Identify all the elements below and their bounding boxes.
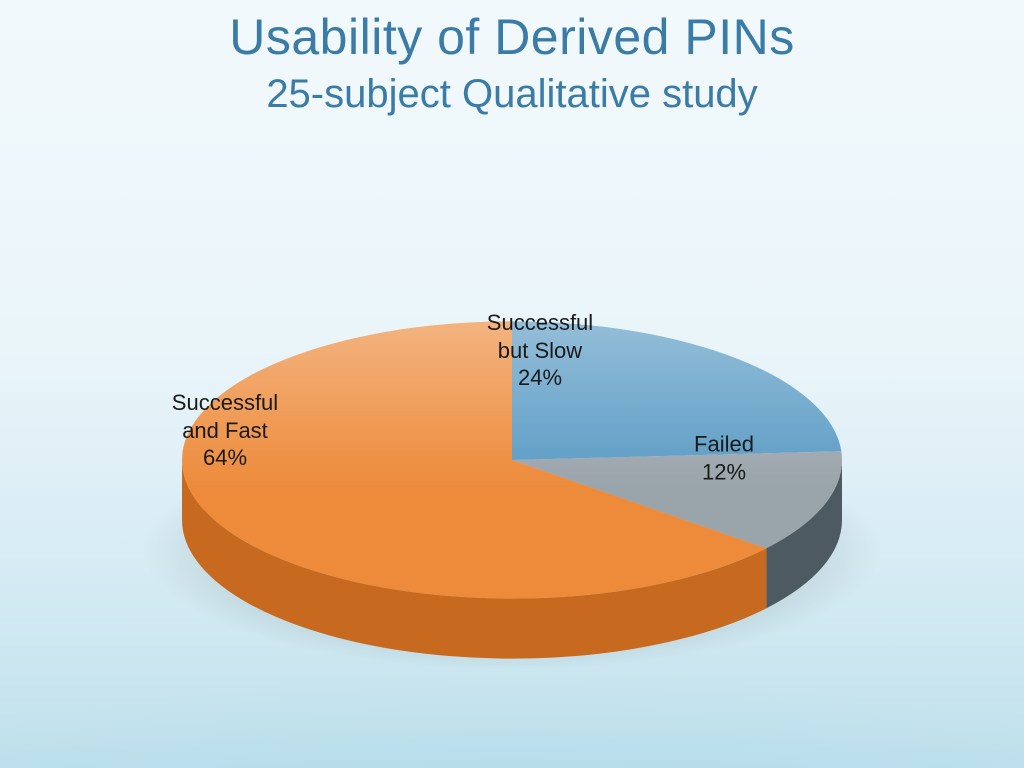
slide-subtitle: 25-subject Qualitative study xyxy=(0,72,1024,117)
slice-label-0-pct: 24% xyxy=(455,364,625,392)
slice-label-0: Successfulbut Slow 24% xyxy=(455,309,625,392)
slide-title: Usability of Derived PINs xyxy=(0,8,1024,66)
slice-label-2-name: Successfuland Fast xyxy=(172,390,278,443)
slice-label-0-name: Successfulbut Slow xyxy=(487,310,593,363)
slice-label-2-pct: 64% xyxy=(140,444,310,472)
slice-label-2: Successfuland Fast 64% xyxy=(140,389,310,472)
slice-label-1-pct: 12% xyxy=(639,458,809,486)
slice-label-1: Failed 12% xyxy=(639,431,809,486)
slide: Usability of Derived PINs 25-subject Qua… xyxy=(0,0,1024,768)
slice-label-1-name: Failed xyxy=(694,432,754,457)
pie-chart-3d: Successfulbut Slow 24% Failed 12% Succes… xyxy=(0,150,1024,730)
